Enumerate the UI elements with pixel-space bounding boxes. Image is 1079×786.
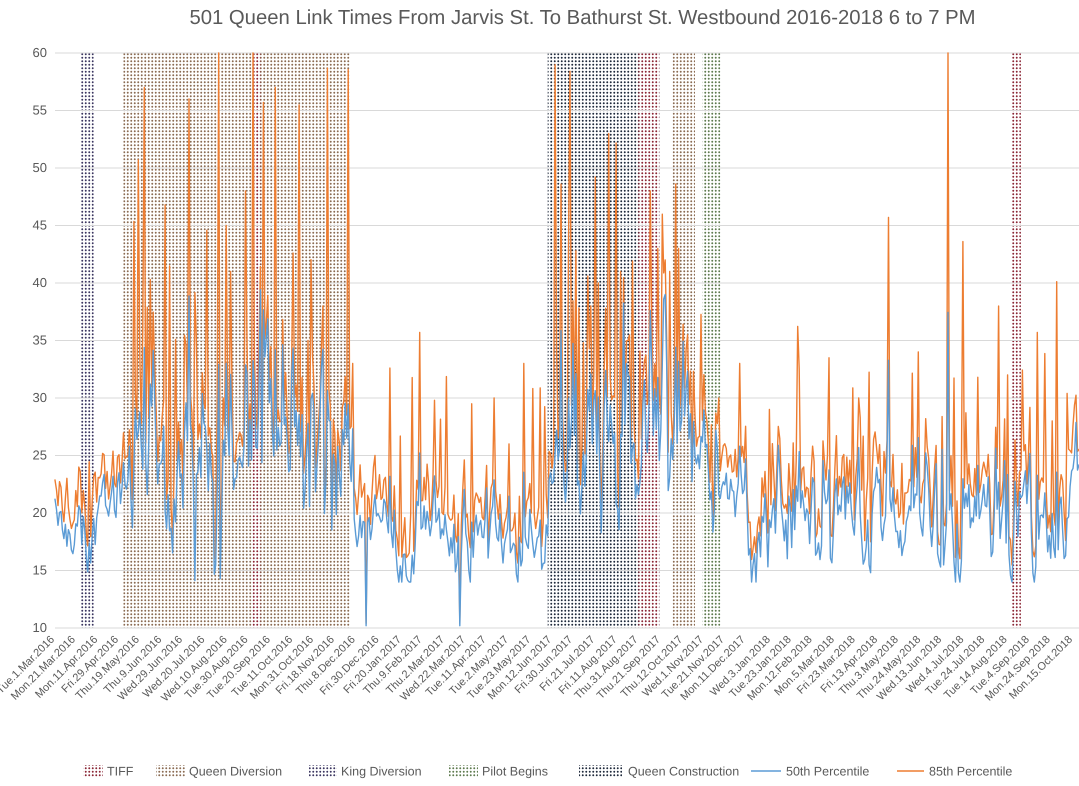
svg-text:60: 60 xyxy=(33,45,47,60)
svg-text:45: 45 xyxy=(33,218,47,233)
svg-text:50th Percentile: 50th Percentile xyxy=(786,765,869,779)
svg-text:Queen Construction: Queen Construction xyxy=(628,765,739,779)
svg-text:King Diversion: King Diversion xyxy=(341,765,422,779)
svg-text:TIFF: TIFF xyxy=(107,765,134,779)
svg-text:85th Percentile: 85th Percentile xyxy=(929,765,1012,779)
svg-text:20: 20 xyxy=(33,505,47,520)
svg-text:35: 35 xyxy=(33,333,47,348)
svg-text:55: 55 xyxy=(33,103,47,118)
svg-text:40: 40 xyxy=(33,275,47,290)
svg-text:Queen Diversion: Queen Diversion xyxy=(189,765,282,779)
svg-text:10: 10 xyxy=(33,620,47,635)
svg-text:50: 50 xyxy=(33,160,47,175)
svg-text:Pilot Begins: Pilot Begins xyxy=(482,765,548,779)
svg-text:15: 15 xyxy=(33,563,47,578)
svg-text:30: 30 xyxy=(33,390,47,405)
svg-text:25: 25 xyxy=(33,448,47,463)
